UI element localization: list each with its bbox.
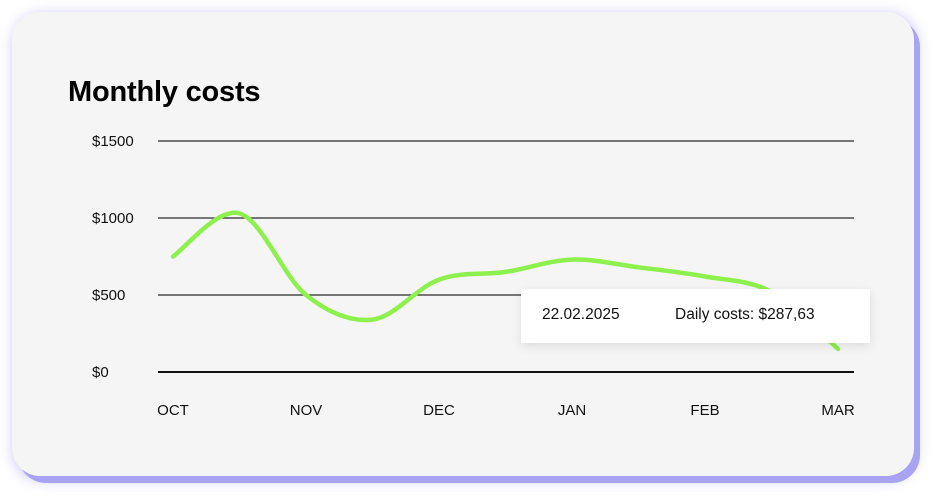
x-tick-label: FEB xyxy=(690,402,719,419)
y-tick-label: $1000 xyxy=(92,210,134,227)
x-tick-label: MAR xyxy=(821,402,855,419)
y-tick-label: $500 xyxy=(92,287,125,304)
chart-title: Monthly costs xyxy=(68,76,261,108)
line-chart: $1500 $1000 $500 $0 OCT NOV DEC JAN FEB MAR xyxy=(92,133,855,419)
y-tick-label: $1500 xyxy=(92,133,134,150)
chart-tooltip: 22.02.2025 Daily costs: $287,63 xyxy=(521,289,870,343)
tooltip-daily-costs: Daily costs: $287,63 xyxy=(675,306,815,323)
x-tick-label: DEC xyxy=(423,402,455,419)
x-tick-label: NOV xyxy=(290,402,323,419)
x-tick-label: JAN xyxy=(558,402,586,419)
tooltip-date: 22.02.2025 xyxy=(542,306,620,323)
y-tick-label: $0 xyxy=(92,364,109,381)
x-tick-label: OCT xyxy=(157,402,189,419)
chart-card: Monthly costs $1500 $1000 $500 $0 OCT NOV DEC J… xyxy=(12,12,914,476)
series-line xyxy=(170,210,841,352)
